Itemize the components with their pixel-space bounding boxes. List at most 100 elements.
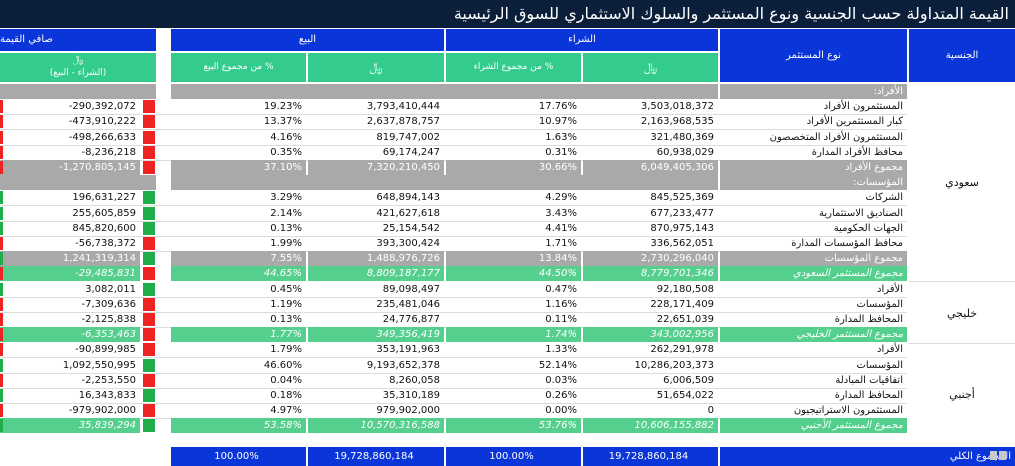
buy-pct: 1.63% (545, 132, 577, 143)
subtotal-label: مجموع الأفراد (720, 160, 907, 175)
net-value: -29,485,831 (0, 266, 140, 281)
sell-pct: 19.23% (263, 101, 302, 112)
investor-type-label: المحافظ المدارة (834, 314, 903, 325)
sell-pct: 3.29% (270, 192, 302, 203)
buy-pct: 17.76% (538, 101, 577, 112)
grand-total-buy: 19,728,860,184 (583, 447, 718, 466)
net-value: 35,839,294 (0, 418, 140, 433)
buy-value: 321,480,369 (650, 132, 714, 143)
buy-value: 10,606,155,882 (583, 418, 718, 433)
row-separator (0, 236, 907, 237)
net-positive-indicator (143, 207, 155, 220)
section-header-fill (0, 175, 156, 190)
buy-value: 228,171,409 (650, 299, 714, 310)
buy-value: 343,002,956 (583, 327, 718, 342)
buy-value: 3,503,018,372 (640, 101, 714, 112)
buy-pct: 0.00% (545, 405, 577, 416)
investor-type-label: المستثمرون الاستراتيجيون (793, 405, 903, 416)
net-value: 3,082,011 (85, 284, 136, 295)
net-value: -56,738,372 (75, 238, 136, 249)
row-separator (0, 357, 907, 358)
section-header-fill (0, 84, 156, 99)
subtotal-label: مجموع المستثمر الأجنبي (720, 418, 907, 433)
buy-value: 336,562,051 (650, 238, 714, 249)
sell-value: 2,637,878,757 (366, 116, 440, 127)
row-separator (0, 205, 907, 206)
buy-value: 2,730,296,040 (583, 251, 718, 266)
sell-pct: 1.19% (270, 299, 302, 310)
net-negative-indicator (143, 267, 155, 280)
net-negative-indicator (143, 115, 155, 128)
net-positive-indicator (143, 359, 155, 372)
subheader-sell-value: ﷼ (308, 53, 444, 82)
net-edge-indicator (0, 374, 3, 387)
sell-pct: 44.65% (171, 266, 306, 281)
sell-value: 8,809,187,177 (308, 266, 444, 281)
net-value: 1,241,319,314 (0, 251, 140, 266)
buy-value: 262,291,978 (650, 344, 714, 355)
net-value: -498,266,633 (68, 132, 136, 143)
buy-pct: 0.31% (545, 147, 577, 158)
net-negative-indicator (143, 313, 155, 326)
buy-pct: 1.74% (446, 327, 581, 342)
net-positive-indicator (143, 419, 155, 432)
net-negative-indicator (143, 161, 155, 174)
buy-pct: 3.43% (545, 208, 577, 219)
sell-pct: 46.60% (263, 360, 302, 371)
net-edge-indicator (0, 313, 3, 326)
investor-type-label: المؤسسات (856, 299, 903, 310)
header-sell: البيع (171, 29, 444, 51)
investor-type-label: الشركات (865, 192, 904, 203)
buy-pct: 1.33% (545, 344, 577, 355)
grand-total-scroll-marks (990, 451, 1010, 461)
sell-pct: 7.55% (171, 251, 306, 266)
net-edge-indicator (0, 131, 3, 144)
net-edge-indicator (0, 207, 3, 220)
investor-type-label: المحافظ المدارة (834, 390, 903, 401)
subheader-net: ﷼ (الشراء - البيع) (0, 53, 156, 82)
investor-type-label: المستثمرون الأفراد المتخصصون (769, 132, 903, 143)
buy-value: 60,938,029 (656, 147, 714, 158)
net-edge-indicator (0, 283, 3, 296)
net-value: 196,631,227 (72, 192, 136, 203)
sell-pct: 13.37% (263, 116, 302, 127)
row-separator (0, 129, 907, 130)
subheader-buy-value: ﷼ (583, 53, 718, 82)
sell-value: 353,191,963 (376, 344, 440, 355)
net-value: -473,910,222 (68, 116, 136, 127)
net-value: -8,236,218 (81, 147, 136, 158)
header-buy: الشراء (446, 29, 718, 51)
sell-pct: 4.97% (270, 405, 302, 416)
sell-pct: 0.18% (270, 390, 302, 401)
section-header-fill (171, 84, 718, 99)
subtotal-label: مجموع المستثمر السعودي (720, 266, 907, 281)
sell-value: 235,481,046 (376, 299, 440, 310)
grand-total-label: المجموع الكلي (720, 447, 1015, 466)
investor-type-label: المستثمرون الأفراد (823, 101, 903, 112)
row-separator (0, 145, 907, 146)
buy-value: 2,163,968,535 (640, 116, 714, 127)
sell-pct: 1.79% (270, 344, 302, 355)
header-nationality: الجنسية (909, 29, 1015, 82)
row-separator (0, 373, 907, 374)
net-edge-indicator (0, 267, 3, 280)
sell-pct: 37.10% (171, 160, 306, 175)
buy-pct: 4.41% (545, 223, 577, 234)
subheader-buy-pct: % من مجموع الشراء (446, 53, 581, 82)
sell-value: 7,320,210,450 (308, 160, 444, 175)
nationality-gulf: خليجي (909, 284, 1015, 344)
net-value: -2,253,550 (81, 375, 136, 386)
subheader-net-formula: (الشراء - البيع) (49, 68, 107, 78)
net-value: 845,820,600 (72, 223, 136, 234)
row-separator (0, 312, 907, 313)
subtotal-label: مجموع المستثمر الخليجي (720, 327, 907, 342)
sell-value: 69,174,247 (382, 147, 440, 158)
sell-pct: 0.45% (270, 284, 302, 295)
investor-type-label: المؤسسات (856, 360, 903, 371)
buy-pct: 0.47% (545, 284, 577, 295)
grand-total-sell: 19,728,860,184 (308, 447, 444, 466)
row-separator (0, 297, 907, 298)
net-edge-indicator (0, 404, 3, 417)
net-edge-indicator (0, 191, 3, 204)
net-value: 16,343,833 (78, 390, 136, 401)
